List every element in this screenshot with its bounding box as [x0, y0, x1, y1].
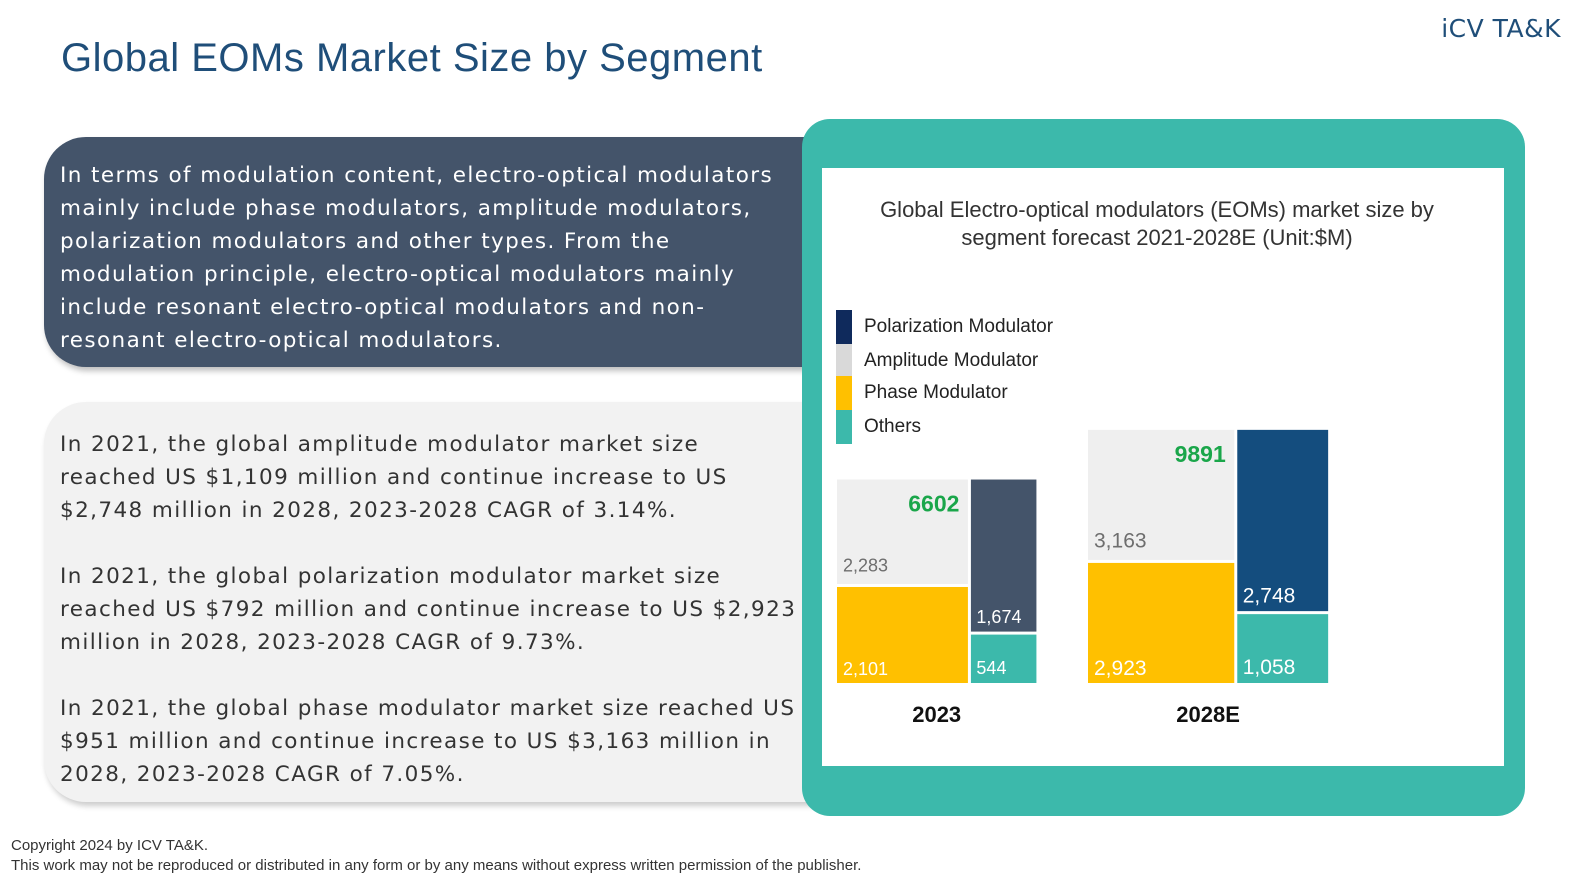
legend-label-others: Others — [864, 416, 922, 437]
phase-block-2023 — [837, 586, 968, 683]
legend-swatch-phase — [836, 376, 852, 410]
legend-swatch-polarization — [836, 310, 852, 344]
chart-title-line-1: Global Electro-optical modulators (EOMs)… — [880, 197, 1434, 222]
footer: Copyright 2024 by ICV TA&K. This work ma… — [11, 836, 861, 876]
copyright-text: Copyright 2024 by ICV TA&K. — [11, 837, 209, 854]
polarization-block-2023 — [970, 479, 1037, 632]
phase-value-label-2023: 2,101 — [843, 659, 888, 679]
amplitude-block-2028e — [1088, 429, 1235, 560]
legend-label-phase: Phase Modulator — [864, 382, 1008, 403]
amplitude-paragraph: In 2021, the global amplitude modulator … — [60, 432, 728, 523]
chart-title: Global Electro-optical modulators (EOMs)… — [822, 196, 1492, 252]
chart-panel: Global Electro-optical modulators (EOMs)… — [822, 168, 1504, 766]
legend-label-amplitude: Amplitude Modulator — [864, 350, 1039, 371]
amplitude-value-label-2028e: 3,163 — [1094, 529, 1147, 552]
polarization-block-2028e — [1237, 429, 1329, 612]
polarization-value-label-2023: 1,674 — [976, 607, 1021, 627]
total-value-label-2028e: 9891 — [1175, 441, 1226, 467]
intro-text: In terms of modulation content, electro-… — [60, 163, 774, 353]
others-value-label-2028e: 1,058 — [1243, 656, 1296, 679]
polarization-value-label-2028e: 2,748 — [1243, 585, 1296, 608]
intro-panel: In terms of modulation content, electro-… — [44, 137, 844, 367]
others-block-2023 — [970, 634, 1037, 683]
legend-swatch-amplitude — [836, 344, 852, 378]
legend-swatch-others — [836, 410, 852, 444]
amplitude-block-2023 — [837, 479, 968, 584]
brand-logo: iCV TA&K — [1441, 14, 1561, 43]
phase-value-label-2028e: 2,923 — [1094, 657, 1147, 680]
chart-title-line-2: segment forecast 2021-2028E (Unit:$M) — [961, 225, 1353, 250]
polarization-paragraph: In 2021, the global polarization modulat… — [60, 564, 797, 655]
year-label-2023: 2023 — [912, 702, 961, 727]
others-value-label-2023: 544 — [976, 658, 1006, 678]
treemap-chart: 2,283 2,101 1,674 544 6602 2023 3,163 2,923 2,74… — [837, 429, 1329, 727]
disclaimer-text: This work may not be reproduced or distr… — [11, 857, 862, 874]
amplitude-value-label-2023: 2,283 — [843, 555, 888, 575]
details-panel: In 2021, the global amplitude modulator … — [44, 402, 844, 802]
legend-label-polarization: Polarization Modulator — [864, 316, 1054, 337]
phase-block-2028e — [1088, 562, 1235, 683]
phase-paragraph: In 2021, the global phase modulator mark… — [60, 696, 796, 787]
year-label-2028e: 2028E — [1176, 702, 1240, 727]
total-value-label-2023: 6602 — [908, 491, 959, 517]
page-title: Global EOMs Market Size by Segment — [61, 36, 763, 80]
others-block-2028e — [1237, 614, 1329, 683]
